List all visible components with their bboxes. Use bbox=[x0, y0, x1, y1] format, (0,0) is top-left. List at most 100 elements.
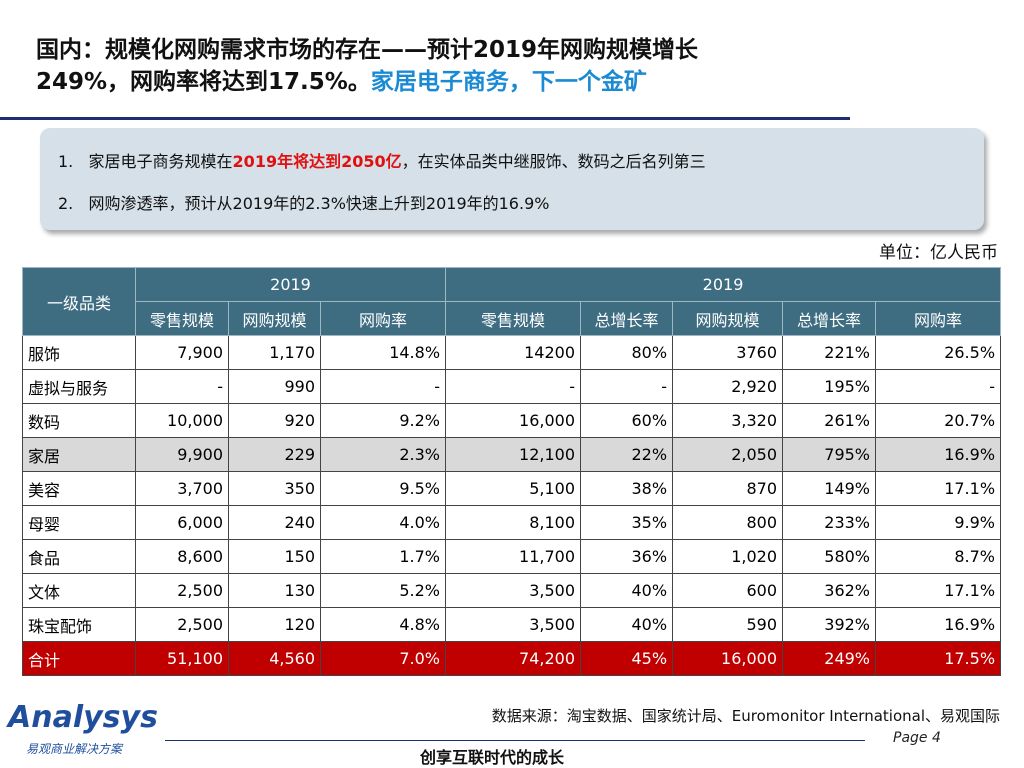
value-cell: - bbox=[580, 369, 674, 404]
column-header: 网购率 bbox=[319, 301, 447, 336]
category-cell: 美容 bbox=[22, 471, 136, 506]
slogan: 创享互联时代的成长 bbox=[420, 748, 565, 767]
value-cell: 40% bbox=[580, 573, 674, 608]
value-cell: 261% bbox=[782, 403, 877, 438]
value-cell: 16,000 bbox=[445, 403, 582, 438]
value-cell: 362% bbox=[782, 573, 877, 608]
bullet-text: ，在实体品类中继服饰、数码之后名列第三 bbox=[401, 152, 706, 171]
value-cell: 16,000 bbox=[672, 641, 784, 676]
value-cell: 600 bbox=[672, 573, 784, 608]
value-cell: 1.7% bbox=[319, 539, 447, 574]
group-header: 2019 bbox=[134, 267, 447, 302]
value-cell: 2,920 bbox=[672, 369, 784, 404]
value-cell: 60% bbox=[580, 403, 674, 438]
value-cell: 17.5% bbox=[875, 641, 1002, 676]
column-header: 零售规模 bbox=[445, 301, 582, 336]
value-cell: 392% bbox=[782, 607, 877, 642]
table-row: 美容 3,700 350 9.5% 5,100 38% 870 149% 17.1% bbox=[22, 471, 1002, 506]
value-cell: 7,900 bbox=[135, 335, 229, 370]
callout-box: 1. 家居电子商务规模在2019年将达到2050亿，在实体品类中继服饰、数码之后… bbox=[40, 128, 984, 230]
category-cell: 数码 bbox=[22, 403, 136, 438]
value-cell: 9.9% bbox=[875, 505, 1002, 540]
table-row: 珠宝配饰 2,500 120 4.8% 3,500 40% 590 392% 16.9% bbox=[22, 607, 1002, 642]
page-number: Page 4 bbox=[893, 730, 941, 746]
value-cell: 3,320 bbox=[672, 403, 784, 438]
category-cell: 母婴 bbox=[22, 505, 136, 540]
group-header: 2019 bbox=[445, 267, 1002, 302]
value-cell: 14.8% bbox=[319, 335, 447, 370]
logo-subtitle: 易观商业解决方案 bbox=[26, 742, 123, 756]
bullet-number: 2. bbox=[58, 194, 74, 213]
value-cell: 149% bbox=[782, 471, 877, 506]
value-cell: 2.3% bbox=[319, 437, 447, 472]
value-cell: 2,500 bbox=[135, 607, 229, 642]
header-row: 零售规模 网购规模 网购率 零售规模 总增长率 网购规模 总增长率 网购率 bbox=[23, 301, 1002, 336]
value-cell: 38% bbox=[580, 471, 674, 506]
title-rule bbox=[0, 117, 850, 120]
value-cell: 3,500 bbox=[445, 573, 582, 608]
value-cell: 350 bbox=[228, 471, 321, 506]
value-cell: 990 bbox=[228, 369, 321, 404]
value-cell: 150 bbox=[228, 539, 321, 574]
table-row: 家居 9,900 229 2.3% 12,100 22% 2,050 795% 16.9% bbox=[22, 437, 1002, 472]
value-cell: - bbox=[445, 369, 582, 404]
value-cell: 9.5% bbox=[319, 471, 447, 506]
value-cell: 229 bbox=[228, 437, 321, 472]
category-cell: 家居 bbox=[22, 437, 136, 472]
value-cell: 10,000 bbox=[135, 403, 229, 438]
value-cell: 45% bbox=[580, 641, 674, 676]
value-cell: 195% bbox=[782, 369, 877, 404]
category-cell: 虚拟与服务 bbox=[22, 369, 136, 404]
bullet-text: 网购渗透率，预计从2019年的2.3%快速上升到2019年的16.9% bbox=[88, 194, 550, 213]
bullet: 1. 家居电子商务规模在2019年将达到2050亿，在实体品类中继服饰、数码之后… bbox=[58, 148, 706, 172]
footer-rule bbox=[165, 740, 865, 741]
value-cell: 51,100 bbox=[135, 641, 229, 676]
table-row: 数码 10,000 920 9.2% 16,000 60% 3,320 261% 20.7% bbox=[22, 403, 1002, 438]
bullet: 2. 网购渗透率，预计从2019年的2.3%快速上升到2019年的16.9% bbox=[58, 190, 549, 214]
column-header: 网购规模 bbox=[228, 301, 321, 336]
value-cell: 74,200 bbox=[445, 641, 582, 676]
value-cell: 35% bbox=[580, 505, 674, 540]
value-cell: 16.9% bbox=[875, 607, 1002, 642]
table-row: 食品 8,600 150 1.7% 11,700 36% 1,020 580% 8.7% bbox=[22, 539, 1002, 574]
bullet-emphasis: 2019年将达到2050亿 bbox=[232, 152, 402, 171]
value-cell: 16.9% bbox=[875, 437, 1002, 472]
value-cell: 8,600 bbox=[135, 539, 229, 574]
table-row: 合计 51,100 4,560 7.0% 74,200 45% 16,000 249% 17.5… bbox=[22, 641, 1002, 676]
corner-header: 一级品类 bbox=[22, 267, 136, 336]
column-header: 零售规模 bbox=[135, 301, 229, 336]
value-cell: 8,100 bbox=[445, 505, 582, 540]
category-cell: 珠宝配饰 bbox=[22, 607, 136, 642]
value-cell: 2,500 bbox=[135, 573, 229, 608]
value-cell: 36% bbox=[580, 539, 674, 574]
value-cell: 3,500 bbox=[445, 607, 582, 642]
value-cell: 2,050 bbox=[672, 437, 784, 472]
value-cell: 1,020 bbox=[672, 539, 784, 574]
bullet-number: 1. bbox=[58, 152, 74, 171]
table-row: 虚拟与服务 -990- - -2,920 195% - bbox=[22, 369, 1002, 404]
data-table: 一级品类 2019 2019 零售规模 网购规模 网购率 零售规模 总增长率 网购规模 总增长率网… bbox=[22, 267, 1002, 676]
unit-label: 单位：亿人民币 bbox=[879, 243, 998, 263]
value-cell: 5,100 bbox=[445, 471, 582, 506]
category-cell: 食品 bbox=[22, 539, 136, 574]
value-cell: 870 bbox=[672, 471, 784, 506]
value-cell: 4,560 bbox=[228, 641, 321, 676]
header-row: 一级品类 2019 2019 bbox=[22, 267, 1002, 336]
value-cell: 17.1% bbox=[875, 471, 1002, 506]
value-cell: 130 bbox=[228, 573, 321, 608]
value-cell: 800 bbox=[672, 505, 784, 540]
column-header: 总增长率 bbox=[580, 301, 674, 336]
title-highlight: 家居电子商务，下一个金矿 bbox=[370, 69, 647, 95]
value-cell: 4.0% bbox=[319, 505, 447, 540]
value-cell: 7.0% bbox=[319, 641, 447, 676]
title-line: 249%，网购率将达到17.5%。家居电子商务，下一个金矿 bbox=[36, 62, 647, 96]
value-cell: 233% bbox=[782, 505, 877, 540]
value-cell: 6,000 bbox=[135, 505, 229, 540]
logo: Analysys bbox=[8, 700, 158, 735]
value-cell: 3760 bbox=[672, 335, 784, 370]
value-cell: - bbox=[319, 369, 447, 404]
value-cell: 22% bbox=[580, 437, 674, 472]
value-cell: 249% bbox=[782, 641, 877, 676]
value-cell: 11,700 bbox=[445, 539, 582, 574]
